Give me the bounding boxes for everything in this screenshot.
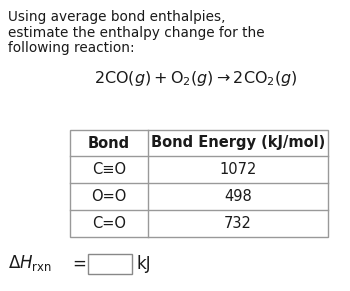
Text: C=O: C=O: [92, 216, 126, 231]
Text: O=O: O=O: [91, 189, 127, 204]
Text: $\mathregular{2CO(}$$\mathit{g}$$\mathregular{) + O_2(}$$\mathit{g}$$\mathregula: $\mathregular{2CO(}$$\mathit{g}$$\mathre…: [94, 68, 298, 88]
Text: Using average bond enthalpies,: Using average bond enthalpies,: [8, 10, 225, 24]
Text: 498: 498: [224, 189, 252, 204]
Text: 732: 732: [224, 216, 252, 231]
Text: 1072: 1072: [219, 162, 257, 177]
Bar: [70, 130, 328, 237]
Text: kJ: kJ: [137, 255, 152, 273]
Text: C≡O: C≡O: [92, 162, 126, 177]
Text: estimate the enthalpy change for the: estimate the enthalpy change for the: [8, 26, 265, 40]
Text: following reaction:: following reaction:: [8, 41, 135, 55]
Text: Bond: Bond: [88, 136, 130, 150]
Text: =: =: [72, 255, 86, 273]
Text: $\Delta H_{\rm rxn}$: $\Delta H_{\rm rxn}$: [8, 253, 52, 273]
Text: Bond Energy (kJ/mol): Bond Energy (kJ/mol): [151, 136, 325, 150]
Bar: [88, 254, 132, 274]
